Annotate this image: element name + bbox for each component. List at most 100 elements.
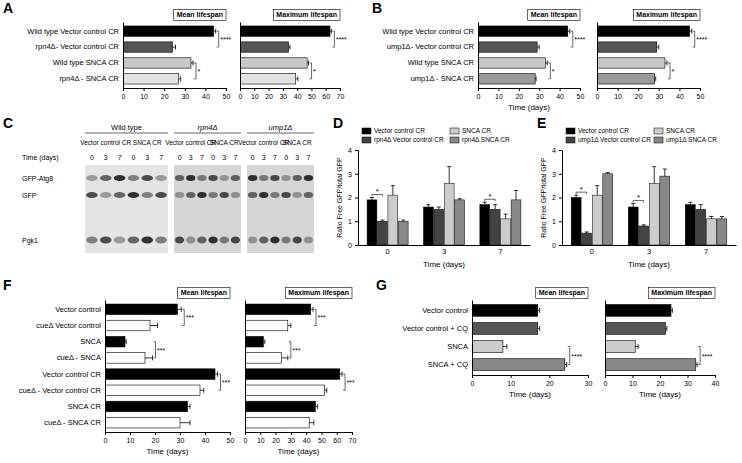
blot-band	[141, 192, 153, 198]
legend-swatch	[362, 137, 371, 143]
title-frame	[178, 288, 230, 299]
blot-band	[197, 192, 206, 198]
time-tick: 3	[189, 154, 193, 161]
error-bar	[263, 339, 265, 344]
tick: 2	[348, 194, 358, 201]
tick-mark	[559, 150, 562, 151]
axis-title: Time (days)	[423, 260, 465, 269]
tick: 30	[177, 432, 185, 444]
chart-title: Maximum lifespan	[288, 289, 349, 297]
bar	[472, 341, 503, 353]
error-bar	[200, 388, 204, 393]
chart-panel: 01020304050Maximum lifespan*****	[596, 10, 708, 100]
title-frame	[528, 10, 580, 21]
condition-label: Vector control CR	[80, 139, 131, 146]
tick: ump1Δ- Vector control CR	[387, 42, 478, 51]
blot-band	[86, 175, 98, 181]
time-tick: 3	[104, 154, 108, 161]
bar	[582, 233, 592, 245]
tick-label: 3	[647, 247, 651, 256]
blot-band	[128, 192, 140, 198]
tick-label: SNCA + CQ	[428, 360, 468, 369]
tick-label: 10	[614, 93, 622, 100]
significance-bracket	[154, 342, 156, 358]
blot-band	[281, 192, 290, 198]
chart-panel: 01234037Time (days)Ratio Free GFP/total …	[336, 127, 531, 269]
blot-band	[281, 237, 290, 244]
bar	[717, 219, 727, 245]
bar	[660, 176, 670, 245]
bar	[378, 221, 388, 245]
significance-bracket	[568, 347, 570, 365]
tick-label: 20	[272, 437, 280, 444]
title-box: Mean lifespan	[178, 288, 230, 299]
significance-bracket	[314, 309, 316, 325]
time-tick: 7	[273, 154, 277, 161]
tick: 0	[104, 432, 108, 444]
tick-label: rpn4Δ - SNCA CR	[59, 74, 119, 83]
bar	[105, 369, 215, 380]
tick-label: 0	[386, 247, 390, 256]
tick: 3	[552, 170, 562, 177]
tick: 50	[308, 88, 316, 100]
tick: 50	[697, 88, 705, 100]
significance-label: ****	[571, 353, 582, 360]
tick: rpn4Δ- Vector control CR	[36, 42, 123, 51]
tick: Vector control	[422, 306, 472, 315]
legend-label: SNCA CR	[462, 127, 491, 134]
title-box: Mean lifespan	[528, 10, 580, 21]
plot-marks	[367, 167, 521, 245]
tick-label: 10	[507, 380, 515, 387]
tick: 0	[604, 375, 608, 387]
tick: 4	[552, 147, 562, 154]
chart-title: Mean lifespan	[177, 11, 223, 19]
tick-label: 0	[348, 242, 352, 249]
significance-bracket	[219, 374, 221, 390]
error-bar	[458, 199, 462, 200]
blot-band	[248, 175, 257, 181]
series	[398, 190, 521, 245]
time-tick: 0	[131, 154, 135, 161]
tick-label: cueΔ - Vector control CR	[19, 386, 102, 395]
legend-item: rpn4Δ SNCA CR	[450, 136, 510, 144]
tick-label: ump1Δ - SNCA CR	[411, 74, 475, 83]
error-bar	[125, 339, 126, 344]
tick: rpn4Δ - SNCA CR	[59, 74, 123, 83]
blot-band	[231, 237, 240, 244]
bar	[480, 205, 490, 245]
tick: 0	[590, 245, 594, 256]
chart-title: Maximum lifespan	[651, 289, 712, 297]
group-label: ump1Δ	[269, 123, 293, 132]
blot-group: ump1ΔVector control CR037SNCA CR037	[238, 123, 314, 253]
bar	[444, 183, 454, 245]
significance-bracket	[548, 63, 550, 79]
bar	[472, 323, 538, 335]
blot-band	[220, 175, 229, 181]
legend-label: ump1Δ SNCA CR	[666, 136, 717, 144]
tick: 30	[684, 375, 692, 387]
plot-marks	[478, 26, 570, 84]
tick: 4	[348, 147, 358, 154]
significance-label: *	[313, 68, 316, 75]
error-bar	[585, 232, 589, 233]
tick-mark	[559, 221, 562, 222]
axis-line	[240, 23, 241, 89]
error-bar	[709, 217, 713, 219]
tick-label: ump1Δ- Vector control CR	[387, 42, 475, 51]
tick: 2	[552, 194, 562, 201]
plot-marks	[245, 304, 342, 428]
legend-item: ump1Δ Vector control CR	[566, 136, 651, 144]
bar	[511, 200, 521, 245]
legend-swatch	[450, 128, 459, 134]
tick-label: 60	[322, 93, 330, 100]
tick: 30	[585, 375, 593, 387]
tick-mark	[283, 88, 284, 91]
bar	[240, 26, 330, 36]
title-box: Mean lifespan	[536, 288, 588, 299]
tick-label: 10	[140, 93, 148, 100]
error-bar	[391, 186, 395, 196]
bar	[639, 226, 649, 245]
tick-mark	[230, 432, 231, 435]
tick: 0	[596, 88, 600, 100]
tick-mark	[276, 432, 277, 435]
